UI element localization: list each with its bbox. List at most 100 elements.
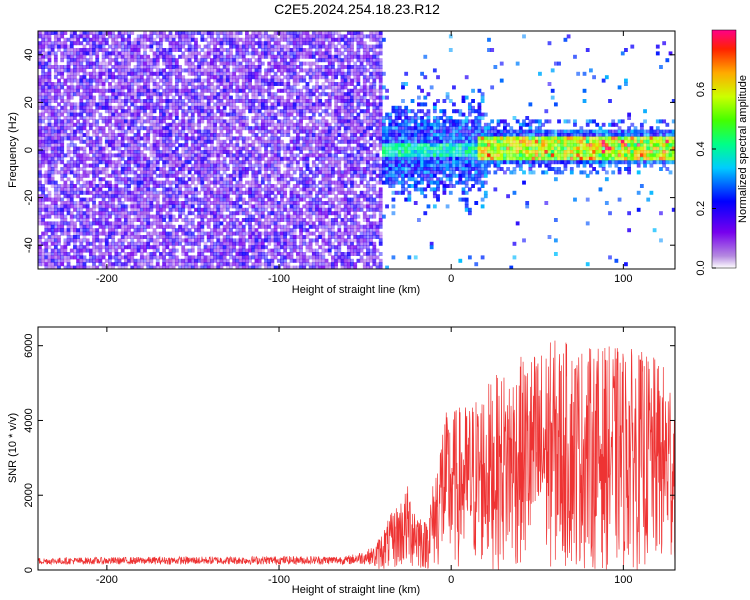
spectrogram-cell [222,105,227,110]
spectrogram-cell [133,204,138,209]
spectrogram-cell [295,75,300,80]
spectrogram-cell [232,160,237,165]
spectrogram-cell [127,105,131,110]
spectrogram-cell [209,173,214,178]
spectrogram-cell [206,211,211,216]
spectrogram-cell [200,207,205,212]
spectrogram-cell [260,41,265,46]
spectrogram-cell [117,31,122,35]
spectrogram-cell [264,71,268,76]
spectrogram-cell [209,180,214,185]
spectrogram-cell [267,265,272,269]
spectrogram-cell [60,68,65,73]
spectrogram-cell [241,54,246,59]
spectrogram-cell [197,75,202,80]
spectrogram-cell [79,95,84,100]
spectrogram-cell [123,214,128,219]
spectrogram-cell [155,262,160,267]
spectrogram-cell [264,112,268,117]
spectrogram-cell [146,231,151,236]
spectrogram-cell [139,241,144,246]
spectrogram-cell [311,44,316,49]
spectrogram-cell [302,41,307,46]
spectrogram-cell [88,156,93,161]
spectrogram-cell [130,197,135,202]
spectrogram-cell [63,190,68,195]
spectrogram-cell [95,245,100,250]
spectrogram-cell [257,265,262,269]
spectrogram-cell [38,173,42,178]
spectrogram-cell [104,61,109,66]
spectrogram-cell [159,78,163,83]
spectrogram-cell [66,163,71,168]
spectrogram-cell [292,51,297,56]
spectrogram-cell [47,82,52,86]
spectrogram-cell [238,126,243,131]
spectrogram-cell [203,190,208,195]
spectrogram-cell [123,218,128,222]
spectrogram-cell [289,126,294,131]
spectrogram-cell [241,156,246,161]
spectrogram-cell [101,252,106,256]
spectrogram-cell [241,265,246,269]
spectrogram-cell [311,160,316,165]
spectrogram-cell [197,258,202,263]
spectrogram-cell [308,180,313,185]
spectrogram-cell [286,133,291,137]
spectrogram-cell [76,258,81,263]
spectrogram-cell [95,136,100,141]
spectrogram-cell [168,224,173,229]
spectrogram-cell [168,99,173,103]
spectrogram-cell [251,262,256,267]
spectrogram-cell [203,71,208,76]
spectrogram-cell [174,228,179,233]
spectrogram-cell [47,95,52,100]
spectrogram-cell [194,184,198,188]
spectrogram-cell [60,224,65,229]
spectrogram-cell [92,129,96,134]
spectrogram-cell [270,238,275,243]
spectrogram-cell [194,197,198,202]
spectrogram-cell [295,34,300,39]
spectrogram-cell [79,58,84,63]
spectrogram-cell [190,51,195,56]
spectrogram-cell [127,129,131,134]
spectrogram-cell [47,204,52,209]
spectrogram-cell [203,102,208,107]
spectrogram-cell [280,61,284,66]
spectrogram-cell [302,218,307,222]
spectrogram-cell [123,180,128,185]
spectrogram-cell [235,170,240,175]
spectrogram-cell [104,122,109,127]
spectrogram-cell [257,78,262,83]
spectrogram-cell [104,252,109,256]
spectrogram-cell [225,224,230,229]
spectrogram-cell [38,129,42,134]
spectrogram-cell [289,119,294,124]
spectrogram-cell [194,129,198,134]
spectrogram-cell [213,54,217,59]
spectrogram-cell [104,143,109,148]
spectrogram-cell [245,190,249,195]
spectrogram-cell [152,31,157,35]
spectrogram-cell [222,184,227,188]
spectrogram-cell [238,153,243,158]
spectrogram-cell [225,68,230,73]
spectrogram-cell [229,224,233,229]
spectrogram-cell [206,99,211,103]
spectrogram-cell [194,54,198,59]
spectrogram-cell [101,78,106,83]
spectrogram-cell [133,211,138,216]
spectrogram-cell [311,265,316,269]
spectrogram-cell [222,133,227,137]
spectrogram-cell [257,204,262,209]
spectrogram-cell [133,224,138,229]
spectrogram-cell [289,197,294,202]
spectrogram-cell [270,48,275,52]
spectrogram-cell [286,44,291,49]
spectrogram-cell [63,228,68,233]
spectrogram-cell [174,105,179,110]
spectrogram-cell [139,41,144,46]
spectrogram-cell [209,85,214,90]
spectrogram-cell [194,99,198,103]
